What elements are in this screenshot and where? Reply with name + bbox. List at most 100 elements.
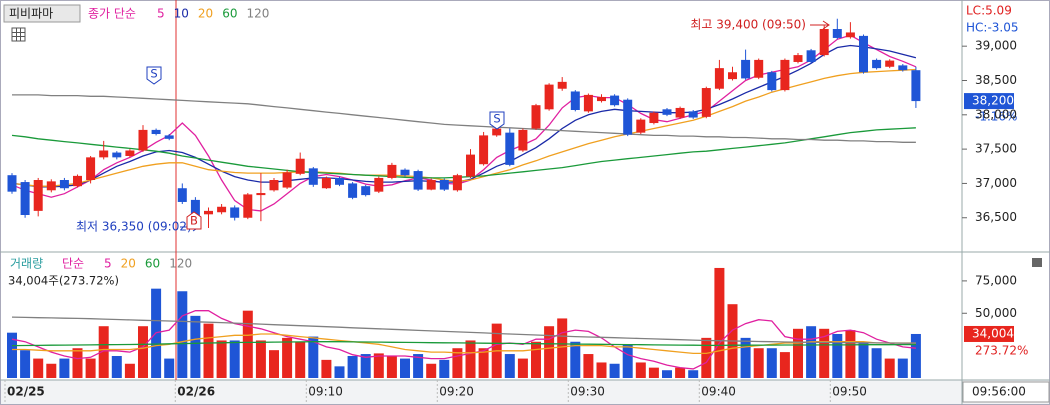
candle-body — [7, 175, 17, 192]
volume-bar — [321, 359, 332, 378]
candle-body — [701, 88, 711, 117]
volume-bar — [884, 358, 895, 378]
candle-body — [780, 59, 790, 91]
volume-bar — [282, 337, 293, 378]
volume-bar — [400, 358, 410, 378]
legend-item: 120 — [169, 257, 192, 271]
candle-body — [269, 180, 279, 191]
volume-bar — [373, 353, 384, 378]
y-tick-label: 39,000 — [975, 39, 1017, 53]
volume-bar — [33, 358, 44, 378]
candle-body — [570, 91, 580, 110]
high-annotation: 최고 39,400 (09:50) — [690, 18, 806, 32]
volume-bar — [85, 358, 96, 378]
candle-body — [308, 168, 318, 185]
volume-bar — [662, 370, 672, 378]
volume-bar — [740, 337, 751, 378]
volume-bar — [138, 326, 148, 378]
y-tick-label: 38,000 — [975, 107, 1017, 121]
y-tick-label: 36,500 — [975, 210, 1017, 224]
candle-body — [911, 70, 921, 102]
volume-bar — [216, 340, 227, 378]
candle-body — [859, 35, 868, 73]
volume-bar — [439, 359, 450, 378]
volume-bar — [308, 336, 319, 378]
volume-ratio-label: 273.72% — [975, 344, 1028, 358]
candle-body — [898, 65, 908, 71]
grid-icon — [11, 27, 26, 42]
volume-bar — [675, 367, 686, 378]
candle-body — [531, 105, 541, 129]
volume-bar — [845, 330, 856, 378]
volume-bar — [7, 332, 17, 378]
x-tick-label: 09:40 — [701, 385, 736, 399]
candle-body — [282, 172, 292, 188]
candle-body — [426, 180, 436, 190]
x-axis-strip — [1, 380, 1049, 404]
legend-item: 60 — [222, 7, 237, 21]
volume-bar — [897, 358, 908, 378]
volume-summary: 34,004주(273.72%) — [8, 274, 119, 288]
volume-ma-line — [11, 310, 916, 370]
signal-label: S — [493, 112, 500, 126]
candle-body — [479, 135, 489, 165]
candle-body — [649, 112, 659, 124]
volume-bar — [753, 348, 764, 378]
low-annotation: 최저 36,350 (09:02) — [76, 220, 192, 234]
candle-body — [754, 59, 764, 78]
candle-body — [452, 175, 462, 191]
signal-marker — [146, 66, 162, 85]
volume-bar — [111, 355, 122, 378]
last-volume-box — [964, 325, 1014, 342]
volume-bar — [766, 348, 777, 378]
volume-bar — [59, 358, 70, 378]
y-tick-label: 50,000 — [975, 306, 1017, 320]
candle-body — [806, 50, 816, 62]
candle-body — [518, 129, 528, 151]
volume-bar — [124, 363, 135, 378]
candle-body — [400, 169, 410, 176]
volume-bar — [504, 354, 515, 378]
candle-body — [885, 60, 895, 67]
candle-body — [230, 207, 240, 218]
legend-item: 5 — [157, 7, 165, 21]
legend-item: 20 — [198, 7, 213, 21]
candle-body — [832, 29, 842, 38]
candle-body — [819, 29, 829, 56]
candle-body — [59, 180, 69, 189]
candle-body — [845, 32, 855, 38]
plot — [7, 18, 921, 378]
candle-body — [321, 177, 331, 189]
legend-item: 5 — [104, 257, 112, 271]
candle-body — [793, 55, 803, 62]
volume-bar — [334, 366, 345, 378]
candle-body — [544, 84, 554, 110]
candle-body — [597, 96, 606, 102]
title-box — [3, 4, 81, 23]
panel-button[interactable] — [1032, 258, 1042, 267]
candle-body — [662, 109, 672, 115]
volume-bar — [465, 340, 476, 378]
volume-ma-label: 단순 — [62, 257, 84, 271]
volume-bar — [635, 362, 646, 378]
volume-bar — [20, 350, 31, 378]
volume-bar — [269, 350, 279, 378]
volume-bar — [793, 328, 803, 378]
candle-body — [675, 107, 685, 118]
hc-label: HC:-3.05 — [966, 21, 1019, 35]
volume-label: 거래량 — [10, 257, 43, 271]
candle-body — [73, 175, 82, 187]
volume-bar — [452, 348, 463, 378]
volume-ma-line — [11, 316, 916, 344]
volume-ma-line — [11, 341, 916, 347]
candle-body — [243, 194, 253, 218]
volume-bar — [295, 341, 306, 378]
candle-body — [466, 154, 475, 177]
x-tick-label: 02/25 — [7, 385, 45, 399]
candle-body — [714, 68, 724, 89]
candle-body — [439, 180, 449, 190]
signal-marker — [489, 111, 505, 130]
volume-bar — [531, 341, 541, 378]
high-arrow — [810, 20, 830, 30]
